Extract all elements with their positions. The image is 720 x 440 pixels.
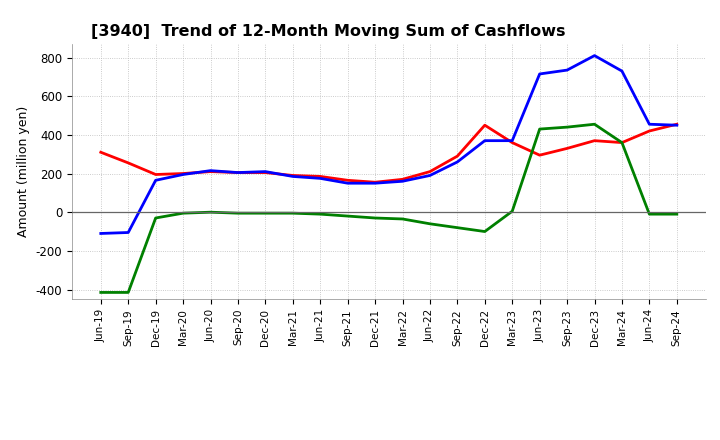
Free Cashflow: [645, 121, 654, 127]
Text: [3940]  Trend of 12-Month Moving Sum of Cashflows: [3940] Trend of 12-Month Moving Sum of C…: [91, 24, 565, 39]
Free Cashflow: [289, 174, 297, 179]
Operating Cashflow: [261, 170, 270, 175]
Operating Cashflow: [179, 171, 187, 176]
Investing Cashflow: [536, 126, 544, 132]
Investing Cashflow: [96, 290, 105, 295]
Investing Cashflow: [508, 209, 516, 214]
Free Cashflow: [563, 67, 572, 73]
Free Cashflow: [590, 53, 599, 58]
Free Cashflow: [672, 123, 681, 128]
Free Cashflow: [233, 170, 242, 175]
Free Cashflow: [151, 178, 160, 183]
Free Cashflow: [124, 230, 132, 235]
Operating Cashflow: [672, 121, 681, 127]
Operating Cashflow: [316, 174, 325, 179]
Investing Cashflow: [371, 215, 379, 220]
Operating Cashflow: [289, 173, 297, 178]
Free Cashflow: [371, 180, 379, 186]
Operating Cashflow: [508, 140, 516, 145]
Free Cashflow: [618, 69, 626, 74]
Operating Cashflow: [645, 128, 654, 134]
Investing Cashflow: [672, 212, 681, 217]
Investing Cashflow: [124, 290, 132, 295]
Investing Cashflow: [289, 210, 297, 216]
Investing Cashflow: [645, 212, 654, 217]
Legend: Operating Cashflow, Investing Cashflow, Free Cashflow: Operating Cashflow, Investing Cashflow, …: [150, 438, 628, 440]
Operating Cashflow: [233, 170, 242, 175]
Investing Cashflow: [206, 209, 215, 215]
Y-axis label: Amount (million yen): Amount (million yen): [17, 106, 30, 237]
Operating Cashflow: [124, 160, 132, 165]
Investing Cashflow: [398, 216, 407, 222]
Line: Operating Cashflow: Operating Cashflow: [101, 124, 677, 182]
Free Cashflow: [426, 173, 434, 178]
Operating Cashflow: [453, 154, 462, 159]
Free Cashflow: [508, 138, 516, 143]
Operating Cashflow: [536, 153, 544, 158]
Free Cashflow: [343, 180, 352, 186]
Operating Cashflow: [618, 140, 626, 145]
Investing Cashflow: [480, 229, 489, 234]
Free Cashflow: [179, 172, 187, 177]
Investing Cashflow: [179, 210, 187, 216]
Free Cashflow: [261, 169, 270, 174]
Free Cashflow: [206, 168, 215, 173]
Investing Cashflow: [233, 210, 242, 216]
Investing Cashflow: [151, 215, 160, 220]
Free Cashflow: [398, 179, 407, 184]
Operating Cashflow: [590, 138, 599, 143]
Investing Cashflow: [426, 221, 434, 227]
Free Cashflow: [316, 176, 325, 181]
Operating Cashflow: [206, 169, 215, 174]
Operating Cashflow: [371, 180, 379, 185]
Operating Cashflow: [426, 169, 434, 174]
Investing Cashflow: [453, 225, 462, 230]
Investing Cashflow: [618, 140, 626, 145]
Free Cashflow: [536, 71, 544, 77]
Operating Cashflow: [151, 172, 160, 177]
Line: Free Cashflow: Free Cashflow: [101, 55, 677, 234]
Investing Cashflow: [343, 213, 352, 219]
Operating Cashflow: [398, 177, 407, 182]
Operating Cashflow: [96, 150, 105, 155]
Investing Cashflow: [563, 125, 572, 130]
Free Cashflow: [453, 159, 462, 165]
Operating Cashflow: [343, 178, 352, 183]
Investing Cashflow: [316, 212, 325, 217]
Operating Cashflow: [480, 123, 489, 128]
Operating Cashflow: [563, 146, 572, 151]
Free Cashflow: [96, 231, 105, 236]
Investing Cashflow: [261, 210, 270, 216]
Investing Cashflow: [590, 121, 599, 127]
Free Cashflow: [480, 138, 489, 143]
Line: Investing Cashflow: Investing Cashflow: [101, 124, 677, 293]
